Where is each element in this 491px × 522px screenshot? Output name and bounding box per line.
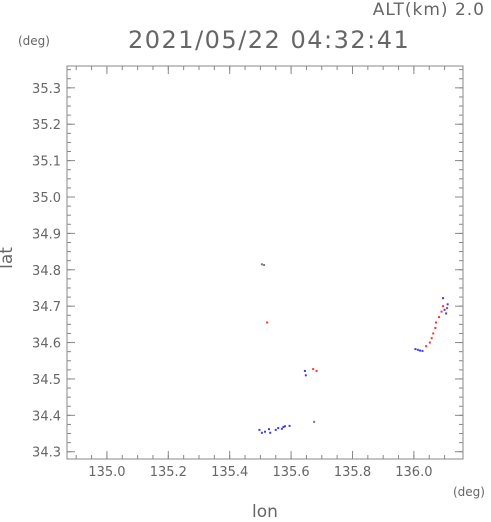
- y-tick-label: 34.6: [32, 337, 61, 352]
- y-tick-label: 35.3: [32, 82, 61, 97]
- x-tick-label: 136.0: [395, 465, 432, 480]
- x-axis-label: lon: [252, 502, 278, 522]
- data-point: [280, 427, 283, 430]
- data-point: [274, 428, 277, 431]
- data-point: [303, 369, 306, 372]
- data-point: [442, 305, 445, 308]
- y-axis-unit: (deg): [18, 34, 50, 48]
- data-point: [434, 327, 437, 329]
- y-tick-label: 34.5: [32, 373, 61, 388]
- data-point: [432, 332, 435, 335]
- data-point: [428, 341, 431, 344]
- data-point: [434, 321, 437, 324]
- y-tick-label: 35.0: [32, 191, 61, 206]
- data-point: [442, 297, 445, 300]
- data-point: [283, 425, 286, 428]
- plot-frame: [66, 65, 464, 460]
- data-point: [443, 308, 446, 311]
- data-point: [312, 368, 315, 371]
- data-point: [304, 374, 307, 377]
- data-point: [446, 303, 449, 306]
- data-point: [269, 431, 272, 434]
- x-axis-unit: (deg): [453, 485, 485, 499]
- x-tick-label: 135.0: [88, 465, 125, 480]
- data-point: [438, 316, 441, 319]
- data-point: [315, 369, 318, 372]
- data-point: [258, 428, 261, 431]
- data-point: [267, 428, 270, 431]
- y-tick-label: 35.1: [32, 155, 61, 170]
- x-tick-label: 135.4: [211, 465, 248, 480]
- data-point: [446, 306, 449, 309]
- data-point: [260, 431, 263, 434]
- data-point: [260, 263, 263, 266]
- data-point: [288, 424, 291, 427]
- x-tick-label: 135.2: [150, 465, 187, 480]
- data-point: [263, 264, 266, 267]
- axis-ticks: 135.0 135.2 135.4 135.6 135.8 136.0 34.3 34.4 34…: [32, 66, 463, 480]
- y-tick-label: 34.7: [32, 300, 61, 315]
- data-point: [425, 345, 428, 348]
- data-point: [313, 420, 316, 423]
- data-point: [416, 348, 419, 351]
- data-point: [277, 427, 280, 430]
- data-point: [419, 349, 422, 352]
- data-point: [266, 321, 269, 324]
- y-tick-label: 34.9: [32, 227, 61, 242]
- y-tick-label: 34.4: [32, 409, 61, 424]
- data-point: [445, 312, 448, 315]
- data-points: [258, 263, 449, 434]
- x-tick-label: 135.6: [272, 465, 309, 480]
- altitude-label: ALT(km) 2.0: [372, 0, 485, 20]
- data-point: [421, 349, 424, 352]
- chart-title-timestamp: 2021/05/22 04:32:41: [128, 26, 411, 54]
- y-tick-label: 34.3: [32, 446, 61, 461]
- x-tick-label: 135.8: [334, 465, 371, 480]
- data-point: [440, 310, 443, 313]
- data-point: [414, 348, 417, 351]
- data-point: [282, 425, 285, 428]
- data-point: [264, 430, 266, 433]
- y-tick-label: 34.8: [32, 264, 61, 279]
- data-point: [430, 337, 433, 340]
- y-tick-label: 35.2: [32, 118, 61, 133]
